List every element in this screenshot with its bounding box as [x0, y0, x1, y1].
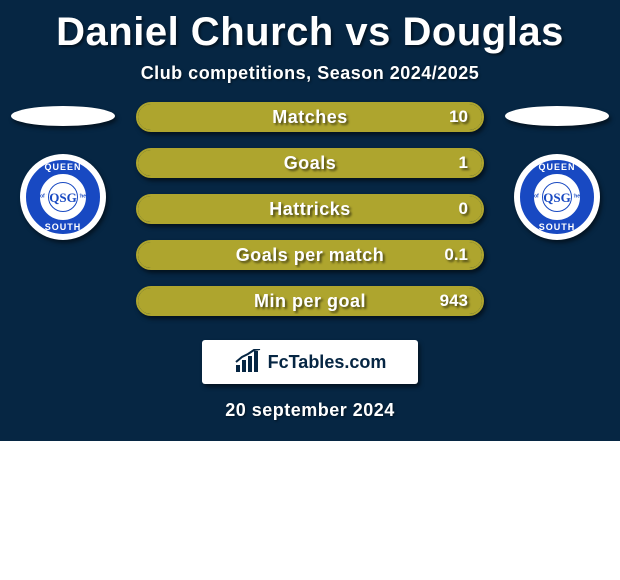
card-body: QUEEN SOUTH of the of the QSG Matches10 G… — [0, 102, 620, 316]
stat-row: Goals1 — [136, 148, 484, 178]
comparison-card: Daniel Church vs Douglas Club competitio… — [0, 0, 620, 441]
crest-text-top: QUEEN — [514, 162, 600, 172]
stat-row: Min per goal943 — [136, 286, 484, 316]
crest-monogram: QSG — [542, 182, 572, 212]
bar-chart-icon — [234, 349, 262, 375]
stat-row: Hattricks0 — [136, 194, 484, 224]
crest-text-bottom: SOUTH — [514, 222, 600, 232]
crest-inner: QSG — [540, 180, 574, 214]
brand-badge: FcTables.com — [202, 340, 418, 384]
right-player-column: QUEEN SOUTH of the of the QSG — [502, 102, 612, 240]
stat-row: Goals per match0.1 — [136, 240, 484, 270]
left-club-crest: QUEEN SOUTH of the of the QSG — [20, 154, 106, 240]
stat-row: Matches10 — [136, 102, 484, 132]
stat-fill-right — [310, 104, 482, 130]
left-country-oval — [11, 106, 115, 126]
right-country-oval — [505, 106, 609, 126]
stat-fill-left — [138, 242, 310, 268]
stat-fill-left — [138, 104, 310, 130]
stat-fill-right — [310, 196, 482, 222]
stat-rows: Matches10 Goals1 Hattricks0 Goals per match… — [136, 102, 484, 316]
card-date: 20 september 2024 — [0, 396, 620, 433]
crest-text-bottom: SOUTH — [20, 222, 106, 232]
stat-fill-right — [310, 288, 482, 314]
stat-fill-right — [310, 242, 482, 268]
card-subtitle: Club competitions, Season 2024/2025 — [0, 59, 620, 102]
stat-fill-left — [138, 288, 310, 314]
brand-text: FcTables.com — [268, 352, 387, 373]
right-club-crest: QUEEN SOUTH of the of the QSG — [514, 154, 600, 240]
stat-fill-right — [310, 150, 482, 176]
crest-monogram: QSG — [48, 182, 78, 212]
left-player-column: QUEEN SOUTH of the of the QSG — [8, 102, 118, 240]
crest-text-top: QUEEN — [20, 162, 106, 172]
crest-inner: QSG — [46, 180, 80, 214]
card-title: Daniel Church vs Douglas — [0, 0, 620, 59]
stat-fill-left — [138, 196, 310, 222]
stat-fill-left — [138, 150, 310, 176]
